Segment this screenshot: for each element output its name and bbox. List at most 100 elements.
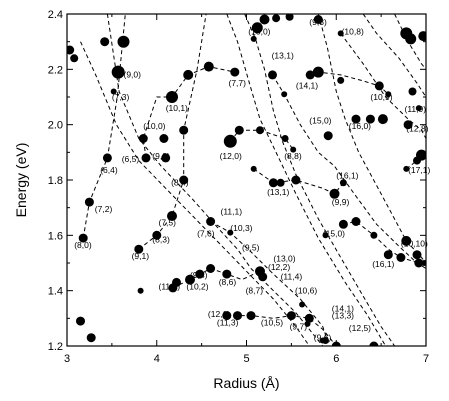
chirality-label: (11,0) xyxy=(159,281,181,291)
y-tick-label: 1.8 xyxy=(48,175,63,187)
data-point xyxy=(281,135,289,142)
data-point xyxy=(67,45,75,55)
dashed-curve xyxy=(106,14,324,346)
dashed-curve xyxy=(317,14,426,264)
data-point xyxy=(408,87,417,96)
data-point xyxy=(137,287,144,294)
data-point xyxy=(413,156,421,165)
data-point xyxy=(299,301,306,308)
chirality-label: (9,6) xyxy=(314,333,332,343)
data-point xyxy=(396,253,406,262)
x-axis: 3 4 5 6 7 xyxy=(64,14,429,365)
data-point xyxy=(312,66,324,78)
x-tick-label: 3 xyxy=(64,353,70,365)
data-point xyxy=(412,250,422,260)
chirality-label: (7,6) xyxy=(197,229,215,239)
y-tick-label: 2.4 xyxy=(48,9,63,21)
data-point xyxy=(183,69,194,80)
chirality-label: (10,1) xyxy=(166,103,188,113)
chirality-label: (9,9) xyxy=(332,197,350,207)
data-point xyxy=(374,81,384,91)
chirality-label: (13,1) xyxy=(272,50,294,60)
data-point xyxy=(167,211,177,221)
data-point xyxy=(291,175,301,185)
data-point xyxy=(86,333,96,343)
data-point xyxy=(351,217,361,226)
data-point xyxy=(223,134,237,148)
data-point xyxy=(203,61,214,72)
data-point xyxy=(383,250,393,260)
data-point xyxy=(161,153,171,163)
chirality-label: (16,1) xyxy=(336,171,358,181)
data-point xyxy=(329,188,340,199)
data-point xyxy=(256,126,264,135)
y-tick-label: 2.2 xyxy=(48,64,63,76)
data-point xyxy=(377,114,388,125)
data-point xyxy=(141,153,151,163)
y-tick-label: 1.4 xyxy=(48,286,63,298)
chirality-label: (8,7) xyxy=(246,285,264,295)
curve-group xyxy=(80,14,426,346)
y-axis: 1.2 1.4 1.6 1.8 2.0 2.2 2.4 xyxy=(48,9,426,353)
data-point xyxy=(251,22,263,34)
data-point xyxy=(195,269,205,279)
chirality-label: (12,2) xyxy=(268,262,290,272)
data-point xyxy=(304,313,314,323)
data-point xyxy=(78,233,88,243)
data-point xyxy=(322,232,329,239)
data-point xyxy=(322,337,329,344)
data-point xyxy=(385,91,392,98)
data-point xyxy=(222,269,232,279)
data-point xyxy=(403,120,413,130)
data-point xyxy=(418,31,426,42)
data-point xyxy=(323,131,333,141)
data-point xyxy=(276,178,285,187)
chirality-label: (8,6) xyxy=(219,277,237,287)
data-point xyxy=(250,165,257,172)
chirality-label: (8,4) xyxy=(171,178,189,188)
data-point xyxy=(134,244,144,254)
dashed-curve xyxy=(80,41,310,346)
chirality-label: (9,1) xyxy=(132,251,150,261)
data-point xyxy=(369,341,379,346)
chirality-label: (6,5) xyxy=(122,154,140,164)
data-point xyxy=(401,235,412,246)
data-point xyxy=(179,175,189,185)
data-point xyxy=(100,37,110,47)
chirality-label: (17,1) xyxy=(408,165,430,175)
data-point xyxy=(110,88,117,95)
data-point xyxy=(405,33,417,45)
data-point xyxy=(370,231,378,239)
chirality-label: (13,3) xyxy=(332,310,354,320)
chirality-label: (9,0) xyxy=(124,70,142,80)
data-point xyxy=(172,277,181,287)
dashed-curve xyxy=(394,14,426,70)
data-point xyxy=(152,230,162,240)
data-point xyxy=(84,197,94,207)
dashed-curve xyxy=(226,14,387,346)
chirality-label: (12,0) xyxy=(220,151,242,161)
chirality-label: (10,6) xyxy=(295,285,317,295)
chirality-label: (11,3) xyxy=(217,317,239,327)
chirality-label: (9,2) xyxy=(152,151,170,161)
chirality-label: (7,2) xyxy=(95,204,113,214)
data-point xyxy=(70,54,79,63)
chirality-label: (11,1) xyxy=(221,207,243,217)
chirality-label: (9,5) xyxy=(242,243,260,253)
chirality-label: (13,0) xyxy=(248,27,270,37)
data-point xyxy=(365,114,375,124)
data-point xyxy=(313,15,323,24)
data-point xyxy=(246,311,256,321)
chirality-label: (9,7) xyxy=(290,321,308,331)
data-point xyxy=(159,134,169,143)
chirality-label: (16,0) xyxy=(349,121,371,131)
data-point xyxy=(234,125,244,135)
chirality-label: (15,0) xyxy=(309,115,331,125)
y-axis-label: Energy (eV) xyxy=(13,143,29,218)
chirality-label: (7,3) xyxy=(112,92,130,102)
chirality-label: (11,9) xyxy=(405,104,427,114)
data-point xyxy=(206,217,216,226)
data-point xyxy=(272,14,281,23)
data-point xyxy=(305,70,315,80)
